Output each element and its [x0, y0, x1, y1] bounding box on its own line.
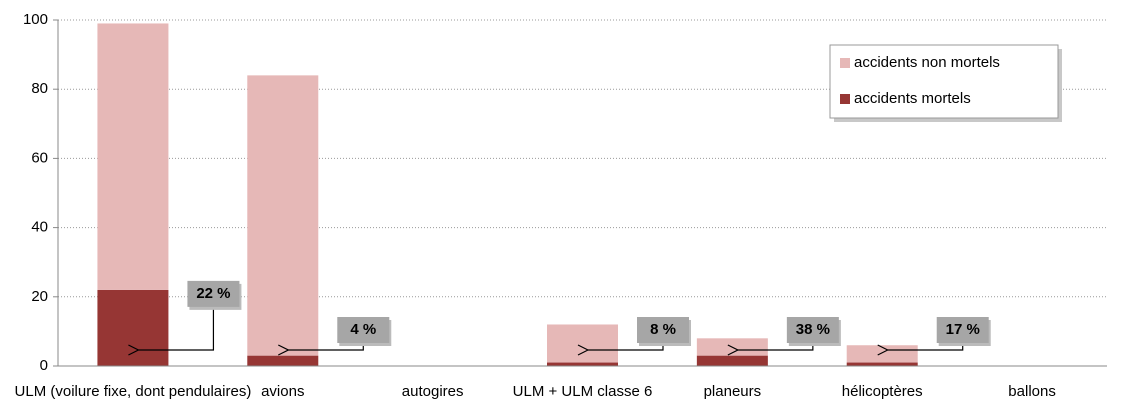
y-tick-label: 20 [31, 288, 48, 305]
bar-segment [247, 75, 319, 356]
annotation: 22 % [138, 280, 242, 350]
annotation-label: 38 % [796, 321, 830, 338]
legend-box [829, 44, 1059, 119]
bar-segment [547, 324, 618, 363]
annotation-box [936, 317, 989, 343]
legend-swatch [840, 94, 850, 104]
bar-segment [547, 362, 618, 366]
annotation-box [187, 280, 240, 307]
y-tick-label: 60 [31, 149, 48, 166]
annotation-label: 17 % [946, 321, 980, 338]
annotation-box [337, 317, 390, 343]
x-tick-label: ULM (voilure fixe, dont pendulaires) [15, 383, 252, 400]
x-tick-label: avions [261, 383, 304, 400]
annotation: 4 % [288, 317, 392, 350]
x-tick-label: planeurs [704, 383, 762, 400]
bar-segment [846, 345, 918, 363]
x-tick-label: ULM + ULM classe 6 [513, 383, 653, 400]
annotation: 17 % [888, 317, 991, 350]
annotation-arrow [138, 305, 215, 350]
annotation: 38 % [738, 317, 841, 350]
bar-segment [846, 362, 918, 366]
annotation-label: 4 % [350, 321, 376, 338]
legend-label: accidents non mortels [854, 54, 1000, 71]
bar-segment [247, 355, 319, 366]
bar-segment [696, 338, 768, 356]
bar-segment [97, 23, 169, 290]
x-tick-label: ballons [1008, 383, 1056, 400]
annotation-label: 22 % [196, 285, 230, 302]
annotation: 8 % [588, 317, 691, 350]
legend-label: accidents mortels [854, 90, 971, 107]
y-tick-label: 0 [40, 357, 48, 374]
annotation-box [637, 317, 689, 343]
x-tick-label: autogires [402, 383, 464, 400]
y-tick-label: 80 [31, 80, 48, 97]
annotation-label: 8 % [650, 321, 676, 338]
annotation-box [786, 317, 839, 343]
legend-swatch [840, 58, 850, 68]
bar-segment [97, 289, 169, 366]
y-tick-label: 40 [31, 219, 48, 236]
y-tick-label: 100 [23, 11, 48, 28]
x-tick-label: hélicoptères [842, 383, 923, 400]
bar-segment [696, 355, 768, 366]
